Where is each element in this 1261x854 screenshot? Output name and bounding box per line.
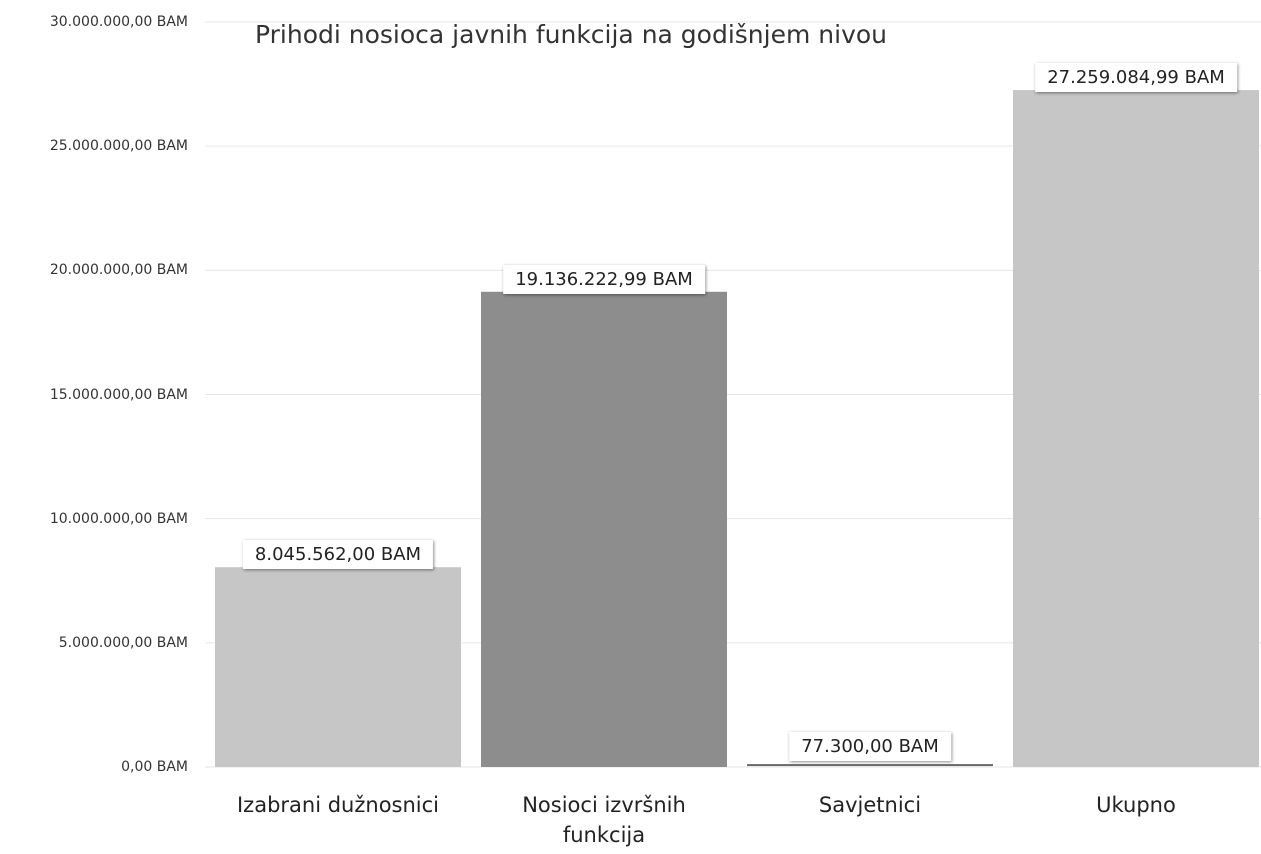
chart-title: Prihodi nosioca javnih funkcija na godiš…	[255, 20, 888, 49]
data-label: 27.259.084,99 BAM	[1035, 63, 1237, 93]
y-tick-label: 20.000.000,00 BAM	[49, 262, 188, 279]
y-tick-label: 30.000.000,00 BAM	[49, 14, 188, 30]
y-tick-label: 5.000.000,00 BAM	[58, 634, 188, 651]
bar	[481, 291, 727, 767]
x-tick-label: Savjetnici	[818, 793, 922, 817]
bar	[747, 764, 993, 767]
x-tick-label: Nosioci izvršnih funkcija	[522, 793, 686, 847]
bar	[1013, 90, 1259, 768]
y-tick-label: 0,00 BAM	[121, 759, 188, 775]
y-tick-label: 10.000.000,00 BAM	[49, 510, 188, 527]
bar	[215, 567, 461, 767]
data-label: 77.300,00 BAM	[789, 732, 951, 762]
x-tick-label: Izabrani dužnosnici	[236, 793, 440, 817]
data-label: 8.045.562,00 BAM	[242, 540, 434, 570]
y-tick-label: 25.000.000,00 BAM	[49, 138, 188, 155]
data-label: 19.136.222,99 BAM	[503, 264, 705, 294]
y-tick-label: 15.000.000,00 BAM	[49, 386, 188, 403]
x-tick-label: Ukupno	[1096, 793, 1176, 817]
